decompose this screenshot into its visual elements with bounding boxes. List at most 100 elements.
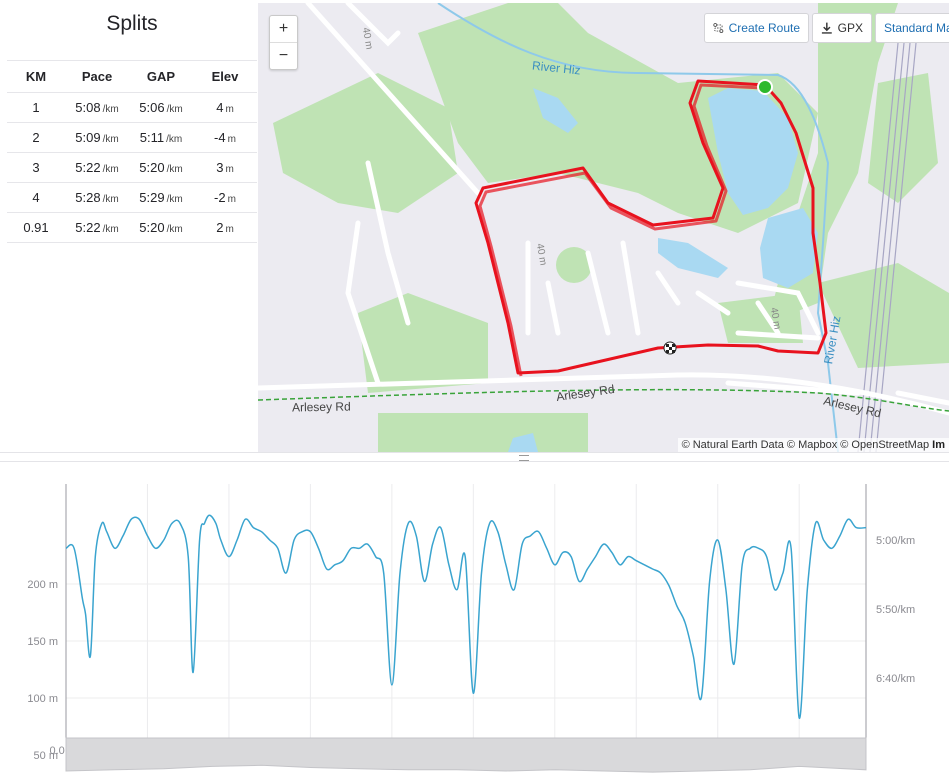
split-km-value: 1: [32, 100, 40, 115]
split-km: 0.91: [7, 212, 65, 243]
split-km-value: 0.91: [23, 220, 49, 235]
split-row: 2 5:09/km 5:11/km -4 m: [7, 122, 257, 153]
splits-table: KM Pace GAP Elev 1 5:08/km 5:06/km 4 m 2 5:09/…: [7, 60, 257, 243]
route-icon: [713, 22, 724, 34]
header-km: KM: [7, 60, 65, 93]
split-gap: 5:20/km: [129, 152, 193, 183]
split-row: 3 5:22/km 5:20/km 3 m: [7, 152, 257, 183]
split-pace-unit: /km: [102, 194, 119, 205]
split-elev-value: 4: [216, 100, 224, 115]
split-gap-value: 5:11: [139, 130, 165, 145]
y-right-tick-label: 5:50/km: [876, 604, 915, 616]
split-pace-unit: /km: [102, 164, 119, 175]
chart-canvas[interactable]: 0.0 km0.5 km1.0 km1.5 km2.0 km2.5 km3.0 …: [0, 462, 949, 775]
split-gap: 5:06/km: [129, 92, 193, 123]
attribution-osm[interactable]: © OpenStreetMap: [840, 439, 930, 451]
split-gap-unit: /km: [166, 194, 183, 205]
split-elev-unit: m: [227, 194, 236, 205]
split-gap-value: 5:20: [139, 160, 165, 175]
split-km-value: 2: [32, 130, 40, 145]
y-right-tick-label: 6:40/km: [876, 673, 915, 685]
road-label: Arlesey Rd: [291, 399, 351, 415]
split-elev-value: 2: [216, 220, 224, 235]
split-gap-value: 5:20: [139, 220, 165, 235]
attribution-mapbox[interactable]: © Mapbox: [786, 439, 838, 451]
splits-title: Splits: [106, 12, 158, 35]
split-gap-value: 5:06: [139, 100, 165, 115]
split-row: 1 5:08/km 5:06/km 4 m: [7, 92, 257, 123]
split-elev-value: -2: [214, 190, 226, 205]
split-elev-value: -4: [214, 130, 226, 145]
split-km-value: 4: [32, 190, 40, 205]
split-elev-unit: m: [227, 134, 236, 145]
map-style-label: Standard Map: [884, 21, 949, 35]
grip-icon: [519, 455, 529, 461]
split-elev-unit: m: [225, 224, 234, 235]
pace-line: [65, 514, 867, 719]
split-gap: 5:11/km: [129, 122, 193, 153]
split-pace: 5:08/km: [65, 92, 129, 123]
start-marker: [757, 79, 773, 95]
split-km: 3: [7, 152, 65, 183]
map-attribution: © Natural Earth Data © Mapbox © OpenStre…: [677, 438, 949, 452]
header-pace: Pace: [65, 60, 129, 93]
split-km: 2: [7, 122, 65, 153]
split-km: 4: [7, 182, 65, 213]
split-pace: 5:22/km: [65, 152, 129, 183]
split-pace-value: 5:22: [75, 220, 101, 235]
split-elev-value: 3: [216, 160, 224, 175]
gpx-label: GPX: [837, 21, 863, 35]
split-pace-value: 5:22: [75, 160, 101, 175]
split-pace-value: 5:09: [75, 130, 101, 145]
split-pace: 5:22/km: [65, 212, 129, 243]
zoom-out-button[interactable]: −: [270, 42, 297, 69]
split-gap-value: 5:29: [139, 190, 165, 205]
split-gap-unit: /km: [166, 224, 183, 235]
create-route-label: Create Route: [728, 21, 800, 35]
create-route-button[interactable]: Create Route: [704, 13, 809, 43]
split-pace: 5:28/km: [65, 182, 129, 213]
split-km-value: 3: [32, 160, 40, 175]
elevation-area: [65, 737, 867, 773]
split-gap: 5:20/km: [129, 212, 193, 243]
split-pace-unit: /km: [102, 104, 119, 115]
elevation-pace-chart[interactable]: 0.0 km0.5 km1.0 km1.5 km2.0 km2.5 km3.0 …: [0, 462, 949, 775]
split-pace-value: 5:28: [75, 190, 101, 205]
split-row: 0.91 5:22/km 5:20/km 2 m: [7, 212, 257, 243]
attribution-improve[interactable]: Im: [932, 439, 945, 451]
split-gap-unit: /km: [166, 134, 183, 145]
attribution-natural-earth[interactable]: © Natural Earth Data: [681, 439, 784, 451]
y-left-tick-label: 100 m: [27, 693, 58, 705]
split-row: 4 5:28/km 5:29/km -2 m: [7, 182, 257, 213]
split-gap-unit: /km: [166, 104, 183, 115]
map-canvas[interactable]: [258, 3, 949, 452]
route-map[interactable]: River Hiz River Hiz Arlesey Rd Arlesey R…: [258, 3, 949, 452]
split-pace-unit: /km: [102, 224, 119, 235]
y-left-tick-label: 50 m: [34, 750, 58, 762]
split-elev: -2 m: [193, 182, 257, 213]
header-elev: Elev: [193, 60, 257, 93]
split-gap-unit: /km: [166, 164, 183, 175]
y-left-tick-label: 150 m: [27, 636, 58, 648]
split-km: 1: [7, 92, 65, 123]
map-style-button[interactable]: Standard Map: [875, 13, 949, 43]
split-elev: -4 m: [193, 122, 257, 153]
split-pace-unit: /km: [102, 134, 119, 145]
download-icon: [821, 22, 832, 34]
splits-header-row: KM Pace GAP Elev: [7, 60, 257, 93]
y-right-tick-label: 5:00/km: [876, 535, 915, 547]
gpx-download-button[interactable]: GPX: [812, 13, 872, 43]
split-elev-unit: m: [225, 104, 234, 115]
resize-handle[interactable]: [0, 452, 949, 462]
split-pace: 5:09/km: [65, 122, 129, 153]
split-elev-unit: m: [225, 164, 234, 175]
split-gap: 5:29/km: [129, 182, 193, 213]
header-gap: GAP: [129, 60, 193, 93]
split-pace-value: 5:08: [75, 100, 101, 115]
y-left-tick-label: 200 m: [27, 579, 58, 591]
zoom-in-button[interactable]: +: [278, 20, 289, 37]
splits-panel: Splits KM Pace GAP Elev 1 5:08/km 5:06/km 4…: [7, 0, 257, 452]
